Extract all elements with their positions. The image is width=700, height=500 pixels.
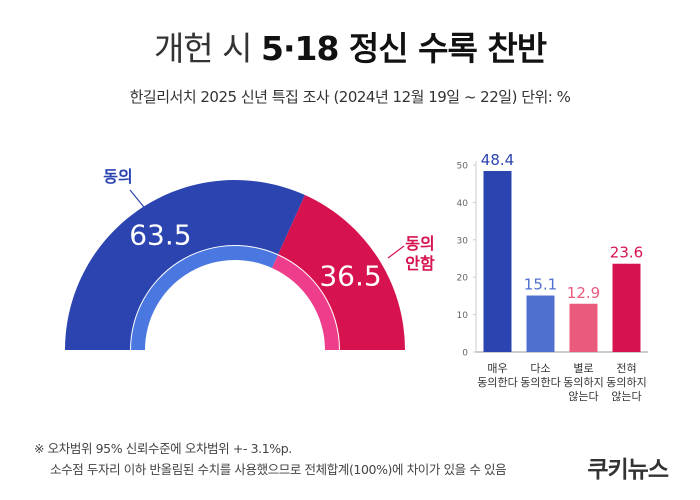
donut-leader-agree bbox=[129, 189, 149, 213]
page-subtitle: 한길리서치 2025 신년 특집 조사 (2024년 12월 19일 ~ 22일… bbox=[129, 88, 571, 106]
title-bold: 5·18 정신 수록 찬반 bbox=[261, 29, 547, 68]
donut-label-disagree: 동의 안함 bbox=[405, 234, 435, 273]
page-title: 개헌 시 5·18 정신 수록 찬반 bbox=[0, 22, 700, 70]
bar-value-label-3: 23.6 bbox=[610, 244, 643, 262]
footnote-line-1: ※ 오차범위 95% 신뢰수준에 오차범위 +- 3.1%p. bbox=[34, 441, 292, 456]
bar-3 bbox=[612, 263, 641, 352]
donut-slice-agree bbox=[65, 180, 305, 350]
donut-ring-agree bbox=[131, 245, 278, 350]
donut-value-disagree: 36.5 bbox=[319, 259, 381, 292]
bar-category-label-0: 매우 동의한다 bbox=[477, 362, 517, 389]
y-tick-label: 50 bbox=[457, 162, 469, 172]
donut-slice-disagree bbox=[278, 195, 405, 350]
footnote-line-2: 소수점 두자리 이하 반올림된 수치를 사용했으므로 전체합계(100%)에 차… bbox=[50, 462, 507, 477]
bar-value-label-2: 12.9 bbox=[567, 284, 600, 302]
y-tick-label: 40 bbox=[457, 199, 469, 209]
footnote: ※ 오차범위 95% 신뢰수준에 오차범위 +- 3.1%p. 소수점 두자리 … bbox=[34, 438, 507, 480]
brand-logo: 쿠키뉴스 bbox=[587, 457, 669, 483]
bar-1 bbox=[526, 295, 555, 352]
y-tick-label: 0 bbox=[462, 349, 468, 359]
bar-0 bbox=[483, 170, 512, 352]
bar-category-label-2: 별로 동의하지 않는다 bbox=[563, 362, 603, 403]
donut-value-agree: 63.5 bbox=[129, 218, 191, 251]
bar-2 bbox=[569, 303, 598, 352]
title-light: 개헌 시 bbox=[153, 29, 253, 68]
bar-value-label-1: 15.1 bbox=[524, 276, 557, 294]
donut-leader-disagree bbox=[387, 245, 405, 259]
y-tick-label: 10 bbox=[457, 311, 469, 321]
bar-category-label-3: 전혀 동의하지 않는다 bbox=[606, 362, 646, 403]
donut-label-agree: 동의 bbox=[103, 167, 132, 186]
bar-category-label-1: 다소 동의한다 bbox=[520, 362, 560, 389]
y-tick-label: 20 bbox=[457, 274, 469, 284]
y-tick-label: 30 bbox=[457, 236, 469, 246]
bar-value-label-0: 48.4 bbox=[481, 151, 514, 169]
donut-ring-disagree bbox=[272, 255, 339, 350]
